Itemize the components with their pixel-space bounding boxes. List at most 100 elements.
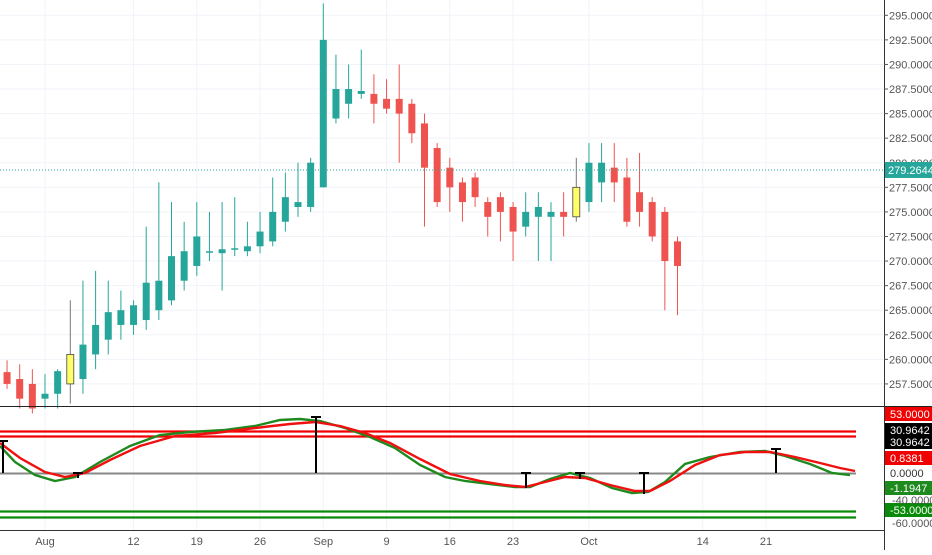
candle [218,202,226,291]
candle-body [509,206,517,232]
oscillator-tick-label: -60.0000 [892,518,932,530]
price-tick-label: 287.5000 [889,84,932,96]
candle-body [496,197,504,212]
candle [509,202,517,262]
level-badge [885,407,932,421]
candle [496,192,504,242]
price-tick-label: 277.5000 [889,182,932,194]
candle-body [395,98,403,114]
candle-body [130,305,138,325]
time-axis: Aug 12 19 26 Sep 9 16 23 Oct 14 21 [35,536,772,548]
candle-body [104,312,112,340]
candle [92,270,100,370]
candle-body [92,324,100,355]
candle-body [218,249,226,254]
level-label: 30.9642 [890,437,930,449]
price-tick-label: 275.0000 [889,207,932,219]
candle-body [269,211,277,242]
time-tick-label: 26 [254,536,266,548]
candle-body [117,310,125,325]
candle [3,360,11,389]
candle-body [307,162,315,207]
time-tick-label: 16 [444,536,456,548]
candle [130,300,138,335]
time-tick-label: 12 [127,536,139,548]
candle [54,369,62,409]
candle [66,300,75,404]
candle [636,152,644,227]
candle-body [294,202,302,207]
price-tick-label: 262.5000 [889,330,932,342]
candle [142,226,150,330]
candle [522,192,530,237]
candle [180,221,188,291]
candle-body [205,251,213,253]
price-axis: 257.5000 260.0000 262.5000 265.0000 267.5000… [884,10,932,391]
candle-body [28,383,36,409]
candle-body [193,236,201,266]
candle [598,143,606,203]
price-tick-label: 272.5000 [889,231,932,243]
level-badge [885,503,932,517]
candle [471,172,479,207]
candle [345,64,353,119]
candle [168,202,175,306]
candle-body [168,256,175,301]
candle-body [79,344,87,380]
candle-body [433,148,441,203]
candle [319,3,327,188]
candle [370,74,378,124]
price-tick-label: 257.5000 [889,379,932,391]
candle-body [16,379,24,399]
level-label: 53.0000 [890,409,930,421]
candle [155,182,163,321]
candle [458,177,466,222]
candle [307,157,315,212]
candle-body [370,93,378,104]
candle-body [357,90,365,94]
candle-body [142,282,150,321]
candle [294,162,302,217]
candle [256,211,264,254]
candle-body [256,231,264,247]
candle-body [180,251,188,281]
candle-body [446,167,454,188]
candle-body [522,211,530,227]
price-tick-label: 260.0000 [889,354,932,366]
level-label: 0.0000 [890,468,924,480]
candle-body [484,202,492,217]
price-tick-label: 285.0000 [889,109,932,121]
current-price-label: 279.2644 [888,165,932,177]
candle [661,206,669,311]
candle [674,236,681,316]
candle-body [281,197,289,222]
candle [41,374,49,409]
time-tick-label: Sep [314,536,334,548]
candle-body [623,177,631,222]
candle-body [598,162,606,183]
candle [610,143,618,203]
price-tick-label: 282.5000 [889,133,932,145]
candle-body [319,39,327,188]
oscillator-fast-line [0,417,851,495]
candle [117,290,125,340]
oscillator-tick-label: -40.0000 [892,495,932,507]
level-badge [885,481,932,495]
candle [16,364,24,409]
candle [560,192,568,237]
price-tick-label: 265.0000 [889,305,932,317]
candle-body [155,280,163,311]
candle-body [471,177,479,198]
candle-body [585,162,593,203]
time-tick-label: 19 [191,536,203,548]
time-tick-label: Oct [580,536,597,548]
candle [572,157,581,222]
time-tick-label: 23 [507,536,519,548]
candle [395,64,403,163]
candle-body [547,211,555,217]
level-badge [885,435,932,449]
